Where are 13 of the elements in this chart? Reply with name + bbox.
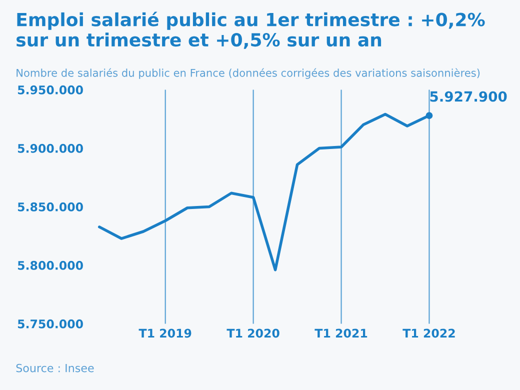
- y-tick-label: 5.800.000: [18, 260, 83, 270]
- y-tick-label: 5.850.000: [18, 202, 83, 212]
- y-tick-label: 5.950.000: [18, 85, 83, 94]
- x-tick-label: T1 2019: [138, 328, 192, 338]
- chart-subtitle: Nombre de salariés du public en France (données corrigées des variations saisonnières): [16, 68, 480, 79]
- x-tick-label: T1 2021: [314, 328, 368, 338]
- y-tick-label: 5.900.000: [18, 144, 83, 153]
- source-note: Source : Insee: [16, 364, 94, 372]
- x-tick-label: T1 2020: [226, 328, 280, 338]
- chart-title: Emploi salarié public au 1er trimestre : +0,2% sur un trimestre et +0,5% sur un an: [16, 12, 485, 49]
- x-tick-label: T1 2022: [402, 328, 455, 338]
- annotation: 5.927.900: [430, 91, 507, 102]
- y-tick-label: 5.750.000: [18, 319, 83, 328]
